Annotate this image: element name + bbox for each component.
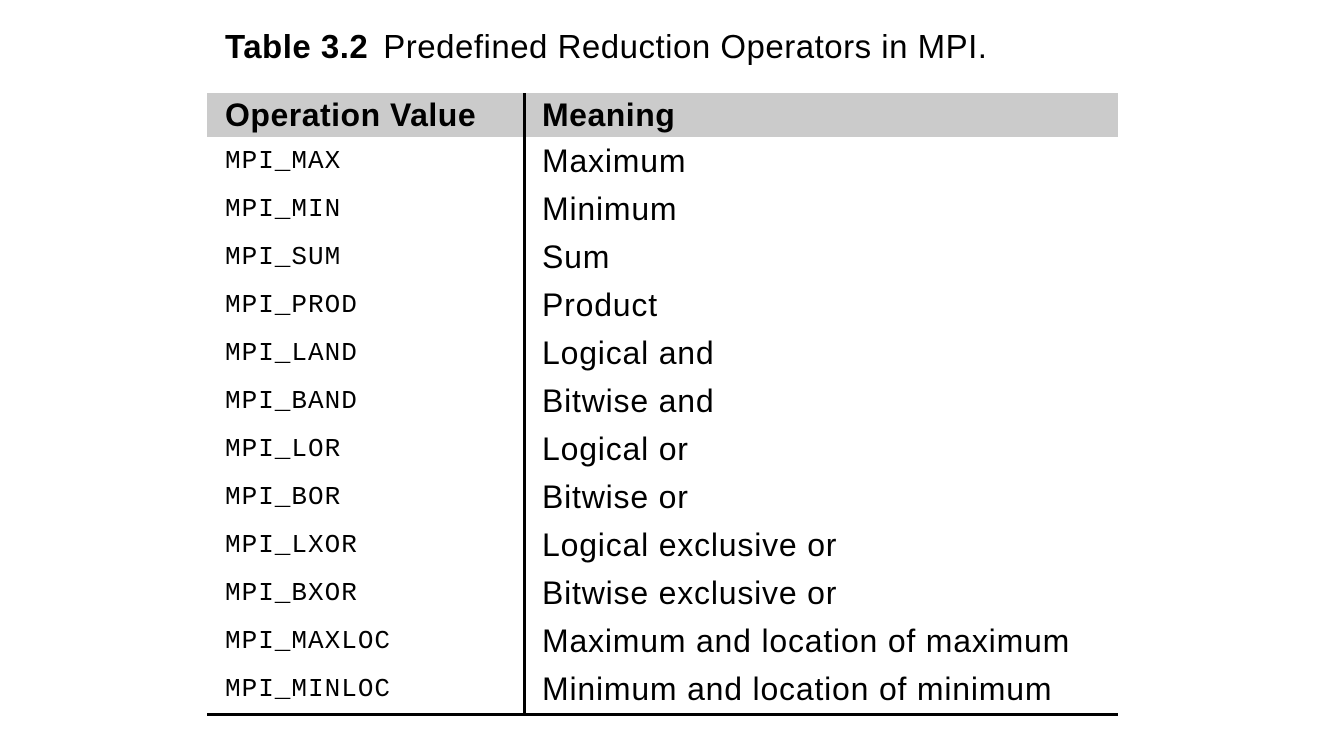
table-caption-title: Predefined Reduction Operators in MPI. [383, 28, 988, 65]
meaning-cell: Bitwise or [523, 473, 1118, 521]
operation-value-cell: MPI_BAND [225, 386, 358, 416]
meaning-cell: Bitwise exclusive or [523, 569, 1118, 617]
table-row: MPI_PROD Product [207, 281, 1118, 329]
reduction-operators-table: Operation Value Meaning MPI_MAX Maximum … [207, 93, 1118, 716]
table-header-row: Operation Value Meaning [207, 93, 1118, 137]
table-row: MPI_LOR Logical or [207, 425, 1118, 473]
table-row: MPI_MAXLOC Maximum and location of maxim… [207, 617, 1118, 665]
table-row: MPI_BOR Bitwise or [207, 473, 1118, 521]
table-row: MPI_LXOR Logical exclusive or [207, 521, 1118, 569]
table-row: MPI_BXOR Bitwise exclusive or [207, 569, 1118, 617]
table-row: MPI_MAX Maximum [207, 137, 1118, 185]
column-header-meaning: Meaning [523, 93, 1118, 137]
meaning-cell: Maximum [523, 137, 1118, 185]
operation-value-cell: MPI_LXOR [225, 530, 358, 560]
table-row: MPI_LAND Logical and [207, 329, 1118, 377]
operation-value-cell: MPI_SUM [225, 242, 342, 272]
table-row: MPI_MIN Minimum [207, 185, 1118, 233]
table-row: MPI_MINLOC Minimum and location of minim… [207, 665, 1118, 713]
meaning-cell: Logical exclusive or [523, 521, 1118, 569]
column-header-operation-value: Operation Value [225, 96, 477, 133]
meaning-cell: Maximum and location of maximum [523, 617, 1118, 665]
meaning-cell: Product [523, 281, 1118, 329]
operation-value-cell: MPI_BOR [225, 482, 342, 512]
meaning-cell: Logical or [523, 425, 1118, 473]
operation-value-cell: MPI_MIN [225, 194, 342, 224]
operation-value-cell: MPI_LAND [225, 338, 358, 368]
operation-value-cell: MPI_LOR [225, 434, 342, 464]
table-caption-number: Table 3.2 [225, 28, 369, 65]
operation-value-cell: MPI_MAXLOC [225, 626, 392, 656]
table-caption: Table 3.2 Predefined Reduction Operators … [225, 27, 987, 67]
meaning-cell: Bitwise and [523, 377, 1118, 425]
meaning-cell: Logical and [523, 329, 1118, 377]
table-row: MPI_SUM Sum [207, 233, 1118, 281]
operation-value-cell: MPI_BXOR [225, 578, 358, 608]
operation-value-cell: MPI_PROD [225, 290, 358, 320]
table-row: MPI_BAND Bitwise and [207, 377, 1118, 425]
operation-value-cell: MPI_MAX [225, 146, 342, 176]
meaning-cell: Minimum [523, 185, 1118, 233]
operation-value-cell: MPI_MINLOC [225, 674, 392, 704]
meaning-cell: Sum [523, 233, 1118, 281]
meaning-cell: Minimum and location of minimum [523, 665, 1118, 713]
